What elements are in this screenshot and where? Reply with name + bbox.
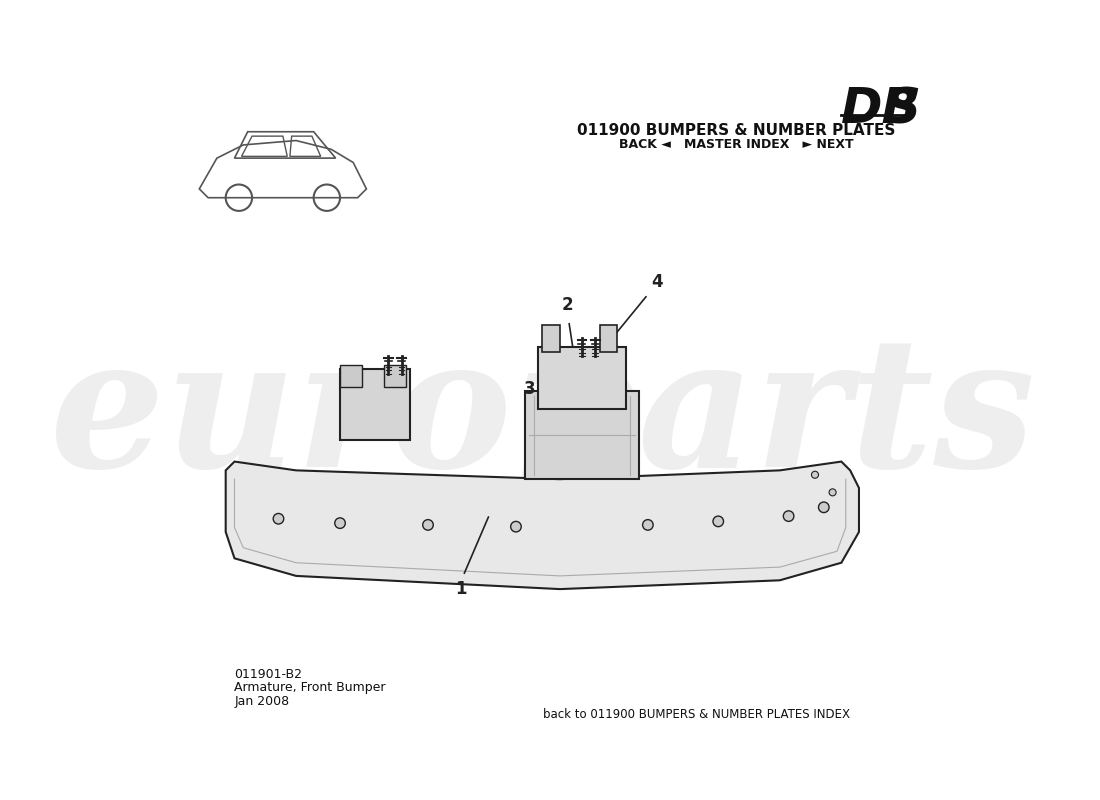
Circle shape xyxy=(422,520,433,530)
Circle shape xyxy=(642,520,653,530)
Circle shape xyxy=(829,489,836,496)
Text: a passion for parts since 1985: a passion for parts since 1985 xyxy=(270,468,815,578)
Text: DB: DB xyxy=(842,85,921,133)
Text: 3: 3 xyxy=(525,380,536,398)
FancyBboxPatch shape xyxy=(542,326,560,352)
Circle shape xyxy=(812,471,818,478)
FancyBboxPatch shape xyxy=(384,365,406,387)
Text: S: S xyxy=(884,85,921,133)
Text: BACK ◄   MASTER INDEX   ► NEXT: BACK ◄ MASTER INDEX ► NEXT xyxy=(618,138,854,151)
Text: 011901-B2: 011901-B2 xyxy=(234,668,302,682)
Polygon shape xyxy=(226,462,859,589)
Circle shape xyxy=(783,511,794,522)
Text: Armature, Front Bumper: Armature, Front Bumper xyxy=(234,682,386,694)
Circle shape xyxy=(510,522,521,532)
Text: europarts: europarts xyxy=(50,330,1035,506)
Text: 2: 2 xyxy=(561,296,573,314)
Text: 4: 4 xyxy=(651,273,663,291)
Circle shape xyxy=(818,502,829,513)
Text: Jan 2008: Jan 2008 xyxy=(234,694,289,708)
Circle shape xyxy=(334,518,345,529)
FancyBboxPatch shape xyxy=(340,370,410,439)
Text: back to 011900 BUMPERS & NUMBER PLATES INDEX: back to 011900 BUMPERS & NUMBER PLATES I… xyxy=(543,708,850,721)
FancyBboxPatch shape xyxy=(538,347,626,409)
Text: 011900 BUMPERS & NUMBER PLATES: 011900 BUMPERS & NUMBER PLATES xyxy=(576,123,895,138)
Circle shape xyxy=(713,516,724,526)
Text: 1: 1 xyxy=(455,580,468,598)
Circle shape xyxy=(273,514,284,524)
FancyBboxPatch shape xyxy=(525,391,639,479)
FancyBboxPatch shape xyxy=(600,326,617,352)
FancyBboxPatch shape xyxy=(340,365,362,387)
